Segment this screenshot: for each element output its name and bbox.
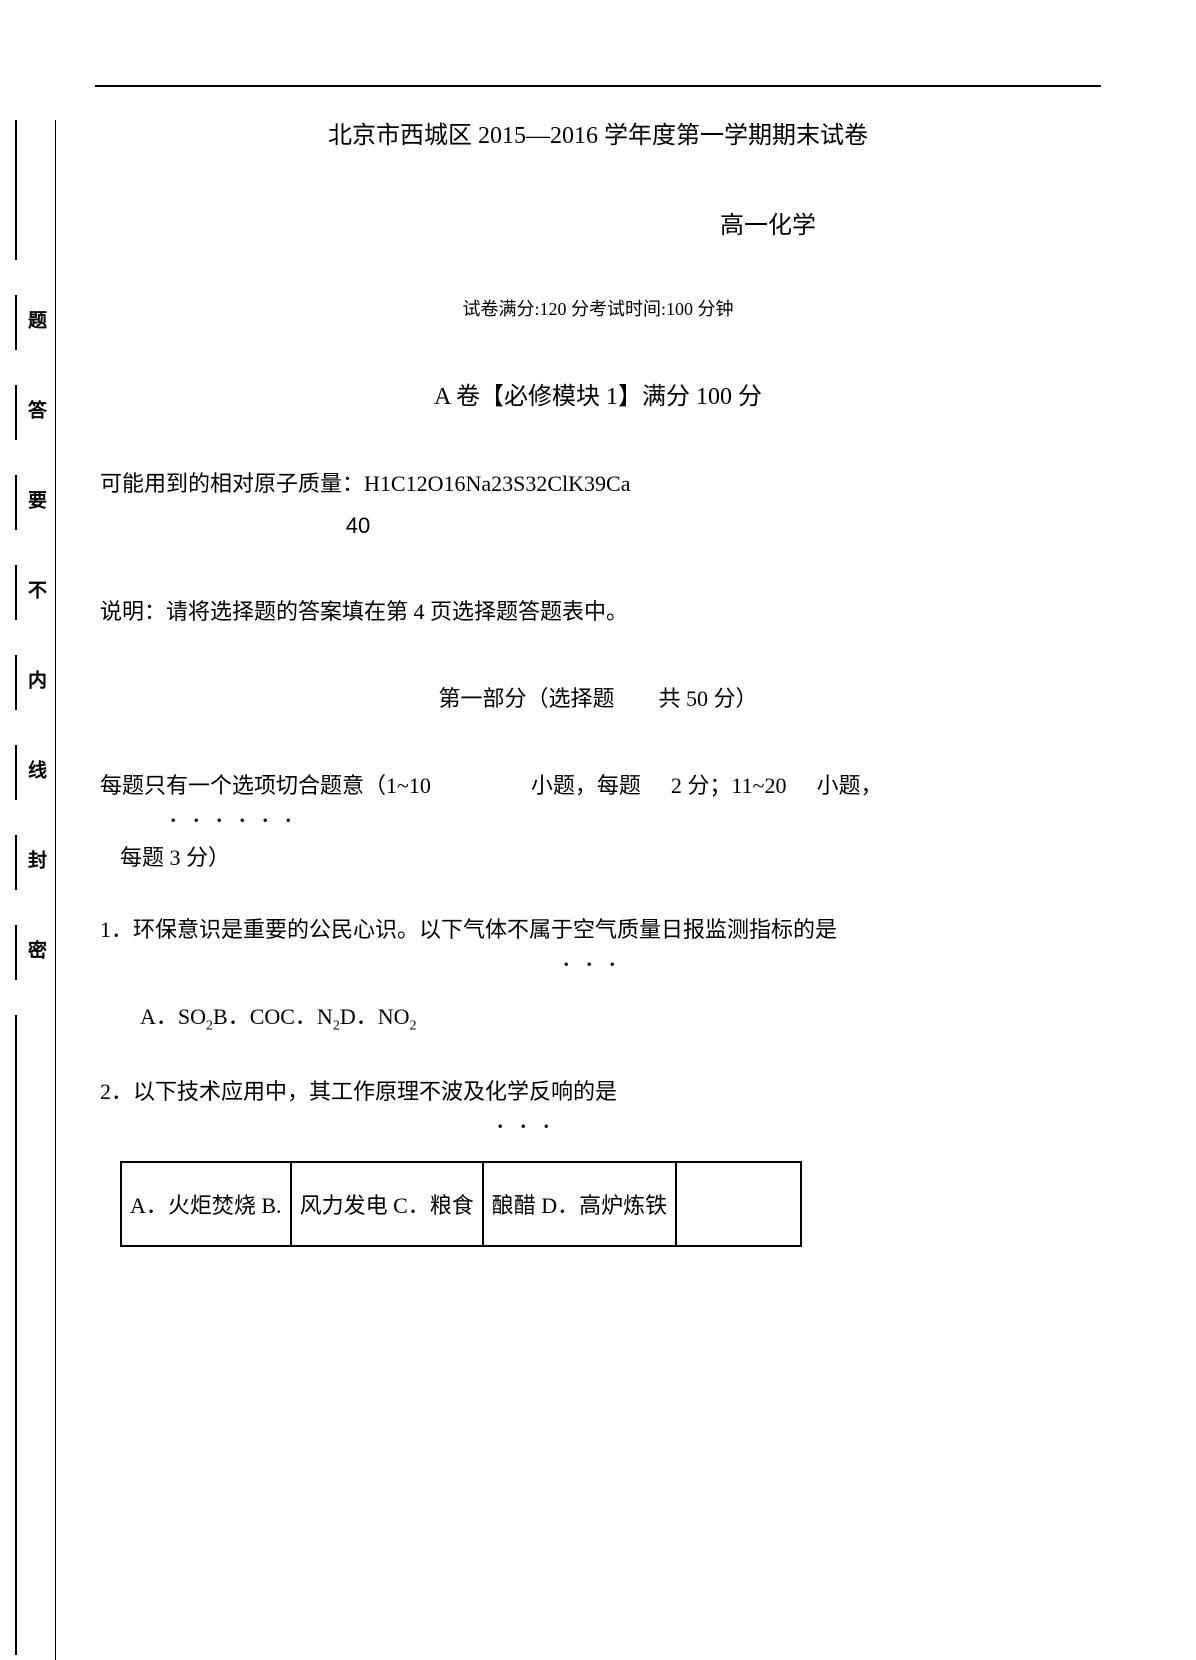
intro-mid2: 2 分；11~20: [671, 773, 787, 798]
margin-line-seg: [15, 475, 17, 530]
subject-label: 高一化学: [95, 205, 816, 240]
inner-margin-line: [55, 120, 56, 1660]
q1-text: 环保意识是重要的公民心识。以下气体不属于空气质量日报监测指标的是: [133, 917, 837, 942]
q1-opt-b: B．COC．N: [213, 1004, 333, 1029]
margin-char: 封: [22, 850, 49, 869]
section-a-title: A 卷【必修模块 1】满分 100 分: [95, 376, 1101, 411]
emphasis-dots: ．．．．．．: [168, 797, 317, 829]
margin-line-seg: [15, 835, 17, 890]
q1-options: A．SO2B．COC．N2D．NO2: [95, 999, 1101, 1034]
q2-cell-empty: [676, 1162, 801, 1246]
q2-text: 以下技术应用中，其工作原理不波及化学反响的是: [133, 1079, 617, 1104]
part1-title: 第一部分（选择题 共 50 分）: [95, 681, 1101, 713]
q2-options-table: A．火炬焚烧 B. 风力发电 C．粮食 酿醋 D．高炉炼铁: [120, 1161, 802, 1247]
top-rule: [95, 85, 1101, 87]
margin-line-seg: [15, 655, 17, 710]
margin-line-seg: [15, 385, 17, 440]
q2-dots: ．．．: [495, 1103, 575, 1135]
margin-line-seg: [15, 295, 17, 350]
q1-opt-b-sub: 2: [333, 1018, 340, 1033]
margin-char: 线: [22, 760, 49, 779]
margin-line-seg: [15, 120, 17, 260]
margin-line-seg: [15, 925, 17, 980]
intro-mid1: 小题，每题: [531, 773, 641, 798]
q2-number: 2．: [100, 1079, 133, 1104]
q2-cell-c: 酿醋 D．高炉炼铁: [483, 1162, 676, 1246]
margin-line-seg: [15, 565, 17, 620]
instruction-text: 说明：请将选择题的答案填在第 4 页选择题答题表中。: [95, 594, 1101, 626]
margin-char: 内: [22, 670, 49, 689]
margin-char: 密: [22, 940, 49, 959]
atomic-mass-extra: 40: [95, 513, 1101, 539]
exam-title: 北京市西城区 2015—2016 学年度第一学期期末试卷: [95, 115, 1101, 150]
q1-opt-d-sub: 2: [410, 1018, 417, 1033]
question-2: 2．以下技术应用中，其工作原理不波及化学反响的是 ．．．: [95, 1074, 1101, 1106]
margin-line-seg: [15, 1015, 17, 1655]
q1-dots: ．．．: [561, 941, 641, 973]
q2-cell-b: 风力发电 C．粮食: [291, 1162, 483, 1246]
margin-char: 题: [22, 310, 49, 329]
q1-opt-a: A．SO: [140, 1004, 206, 1029]
q1-opt-d: D．NO: [340, 1004, 410, 1029]
q2-cell-a: A．火炬焚烧 B.: [121, 1162, 291, 1246]
exam-info: 试卷满分:120 分考试时间:100 分钟: [95, 295, 1101, 321]
margin-char: 答: [22, 400, 49, 419]
margin-line-seg: [15, 745, 17, 800]
margin-char: 要: [22, 490, 49, 509]
content-area: 北京市西城区 2015—2016 学年度第一学期期末试卷 高一化学 试卷满分:1…: [95, 115, 1101, 1247]
question-intro: 每题只有一个选项切合题意（1~10小题，每题2 分；11~20小题， ．．．．．…: [95, 768, 1101, 800]
question-1: 1．环保意识是重要的公民心识。以下气体不属于空气质量日报监测指标的是 ．．．: [95, 912, 1101, 944]
q1-opt-a-sub: 2: [206, 1018, 213, 1033]
intro-suffix: 小题，: [817, 773, 883, 798]
atomic-mass-values: H1C12O16Na23S32ClK39Ca: [364, 471, 630, 496]
q1-number: 1．: [100, 917, 133, 942]
atomic-mass-line: 可能用到的相对原子质量：H1C12O16Na23S32ClK39Ca: [95, 466, 1101, 498]
atomic-mass-label: 可能用到的相对原子质量：: [100, 471, 364, 496]
intro-line2: 每题 3 分）: [95, 840, 1101, 872]
intro-prefix: 每题只有一个选项切合题意（1~10: [100, 773, 431, 798]
margin-char: 不: [22, 580, 49, 599]
